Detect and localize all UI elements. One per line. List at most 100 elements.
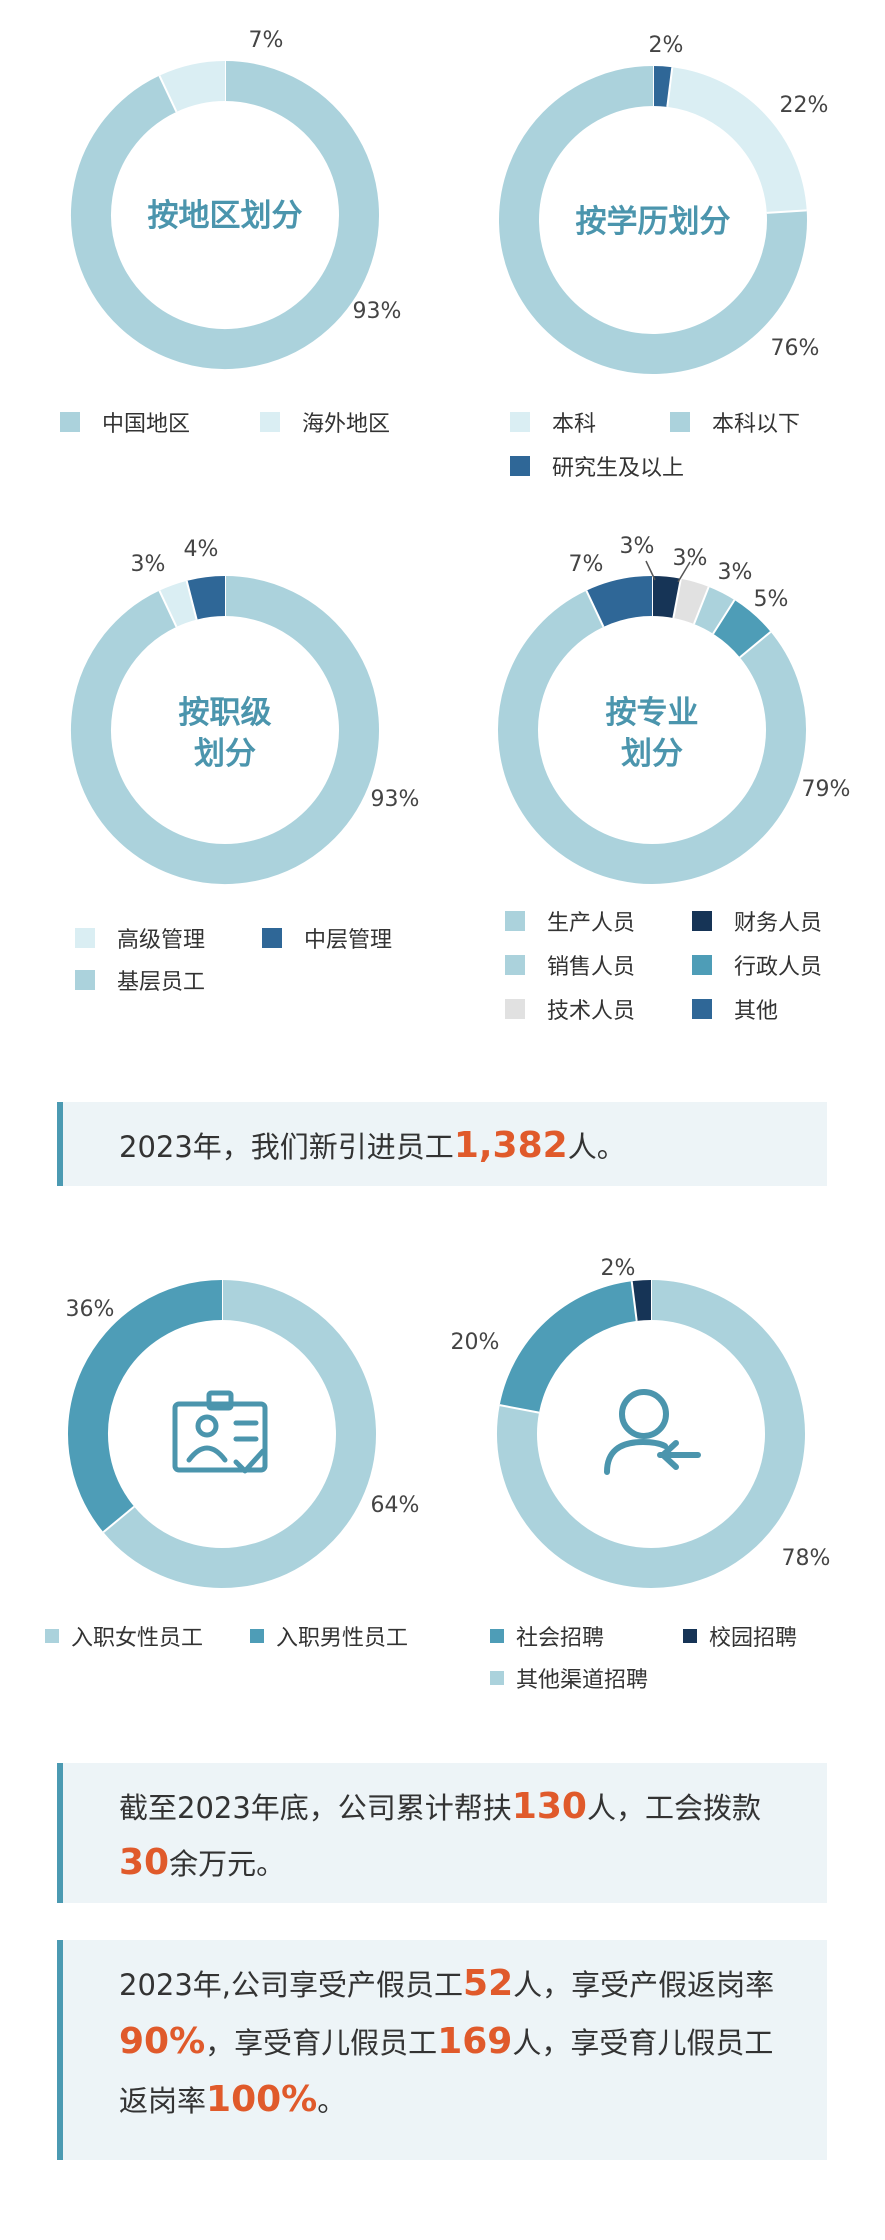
donut-chart-major: 按专业 划分 7% 3% 3% 3% 5% 79%	[498, 534, 851, 884]
slice-separator	[712, 599, 736, 635]
pct-label-finance: 3%	[620, 534, 655, 559]
legend-label: 中层管理	[304, 928, 393, 953]
chart-title-education: 按学历划分	[576, 204, 731, 240]
callout-text: 人，工会拨款	[586, 1791, 761, 1825]
legend-swatch	[505, 999, 525, 1019]
legend-swatch	[75, 970, 95, 990]
legend-swatch	[45, 1629, 59, 1643]
legend-education: 本科 本科以下 研究生及以上	[510, 406, 850, 486]
callout-leave-line3: 返岗率100%。	[119, 2078, 346, 2120]
donut-slices	[498, 576, 806, 884]
legend-swatch	[510, 456, 530, 476]
legend-swatch	[683, 1629, 697, 1643]
callout-assistance-line1: 截至2023年底，公司累计帮扶130人，工会拨款	[119, 1785, 761, 1827]
callout-assistance: 截至2023年底，公司累计帮扶130人，工会拨款 30余万元。	[57, 1763, 827, 1903]
legend-item-bachelor: 本科	[510, 406, 596, 438]
pct-label-male: 36%	[66, 1297, 115, 1322]
legend-label: 技术人员	[547, 999, 636, 1024]
donut-slices	[497, 1280, 805, 1588]
legend-item-campus: 校园招聘	[683, 1620, 797, 1652]
callout-assistance-line2: 30余万元。	[119, 1841, 285, 1883]
legend-swatch	[490, 1671, 504, 1685]
highlight-number: 90%	[119, 2021, 206, 2062]
callout-text: ，享受育儿假员工	[205, 2026, 438, 2060]
legend-item-social: 社会招聘	[490, 1620, 604, 1652]
callout-text: 返岗率	[119, 2084, 207, 2118]
callout-text: 人，享受育儿假员工	[512, 2026, 774, 2060]
legend-swatch	[670, 412, 690, 432]
legend-swatch	[260, 412, 280, 432]
legend-label: 本科以下	[712, 412, 801, 437]
slice-separator	[158, 590, 178, 628]
pct-label-admin: 5%	[754, 587, 789, 612]
donut-slice-1	[68, 1280, 223, 1533]
legend-item-senior: 高级管理	[75, 922, 205, 954]
legend-item-sales: 销售人员	[505, 949, 635, 981]
pct-label-middle: 4%	[184, 537, 219, 562]
chart-title-major-line2: 划分	[621, 736, 683, 772]
donut-slices	[499, 66, 807, 374]
legend-label: 行政人员	[734, 955, 823, 980]
pct-label-sales: 3%	[718, 560, 753, 585]
pct-label-senior: 3%	[131, 552, 166, 577]
donut-slice-2	[499, 66, 807, 374]
donut-slices	[71, 61, 379, 369]
slice-separator	[499, 1404, 540, 1414]
legend-item-admin: 行政人员	[692, 949, 822, 981]
legend-label: 基层员工	[117, 970, 206, 995]
legend-item-china: 中国地区	[60, 406, 190, 438]
pct-label-other: 7%	[569, 552, 604, 577]
callout-text: 2023年，我们新引进员工	[119, 1130, 454, 1164]
legend-swatch	[262, 928, 282, 948]
slice-separator	[766, 209, 807, 214]
legend-swatch	[692, 955, 712, 975]
pct-label-basic: 93%	[371, 787, 420, 812]
pct-label-other-channel: 78%	[782, 1546, 831, 1571]
donut-slices	[68, 1280, 376, 1588]
legend-item-production: 生产人员	[505, 905, 635, 937]
legend-label: 财务人员	[734, 911, 823, 936]
callout-text: 余万元。	[169, 1847, 286, 1881]
legend-label: 校园招聘	[709, 1626, 798, 1651]
legend-label: 其他渠道招聘	[516, 1668, 649, 1693]
donut-slice-0	[103, 1280, 376, 1588]
chart-title-rank-line1: 按职级	[179, 695, 272, 731]
legend-swatch	[490, 1629, 504, 1643]
callout-leave-line1: 2023年,公司享受产假员工52人，享受产假返岗率	[119, 1962, 774, 2004]
donut-chart-rank: 按职级 划分 3% 4% 93%	[71, 537, 420, 884]
highlight-number: 30	[119, 1842, 170, 1883]
pct-label-production: 79%	[802, 777, 851, 802]
donut-chart-recruit: 2% 20% 78%	[451, 1256, 831, 1588]
donut-slice-0	[71, 61, 379, 369]
highlight-number: 1,382	[453, 1125, 568, 1166]
donut-slice-0	[71, 576, 379, 884]
legend-gender: 入职女性员工 入职男性员工	[45, 1620, 445, 1651]
legend-swatch	[60, 412, 80, 432]
legend-label: 高级管理	[117, 928, 206, 953]
highlight-number: 52	[463, 1963, 514, 2004]
slice-separator	[630, 1281, 638, 1322]
donut-slice-2	[631, 1280, 652, 1321]
slice-separator	[666, 67, 674, 108]
slice-separator	[585, 590, 605, 628]
legend-item-below-bachelor: 本科以下	[670, 406, 800, 438]
legend-item-overseas: 海外地区	[260, 406, 390, 438]
legend-swatch	[75, 928, 95, 948]
callout-new-hires: 2023年，我们新引进员工1,382人。	[57, 1102, 827, 1186]
callout-text: 。	[317, 2084, 347, 2118]
callout-parental-leave: 2023年,公司享受产假员工52人，享受产假返岗率 90%，享受育儿假员工169…	[57, 1940, 827, 2160]
donut-slice-0	[497, 1280, 805, 1588]
legend-major: 生产人员 财务人员 销售人员 行政人员 技术人员 其他	[505, 905, 865, 1035]
legend-item-other-channel: 其他渠道招聘	[490, 1662, 648, 1694]
legend-item-finance: 财务人员	[692, 905, 822, 937]
donut-slices	[71, 576, 379, 884]
user-arrow-icon	[604, 1389, 701, 1475]
slice-separator	[102, 1505, 135, 1533]
pct-label-bachelor: 22%	[780, 93, 829, 118]
callout-text: 截至2023年底，公司累计帮扶	[119, 1791, 512, 1825]
chart-title-rank-line2: 划分	[194, 736, 256, 772]
donut-chart-gender: 36% 64%	[66, 1280, 419, 1588]
legend-swatch	[692, 999, 712, 1019]
slice-separator	[185, 580, 198, 620]
legend-label: 生产人员	[547, 911, 636, 936]
